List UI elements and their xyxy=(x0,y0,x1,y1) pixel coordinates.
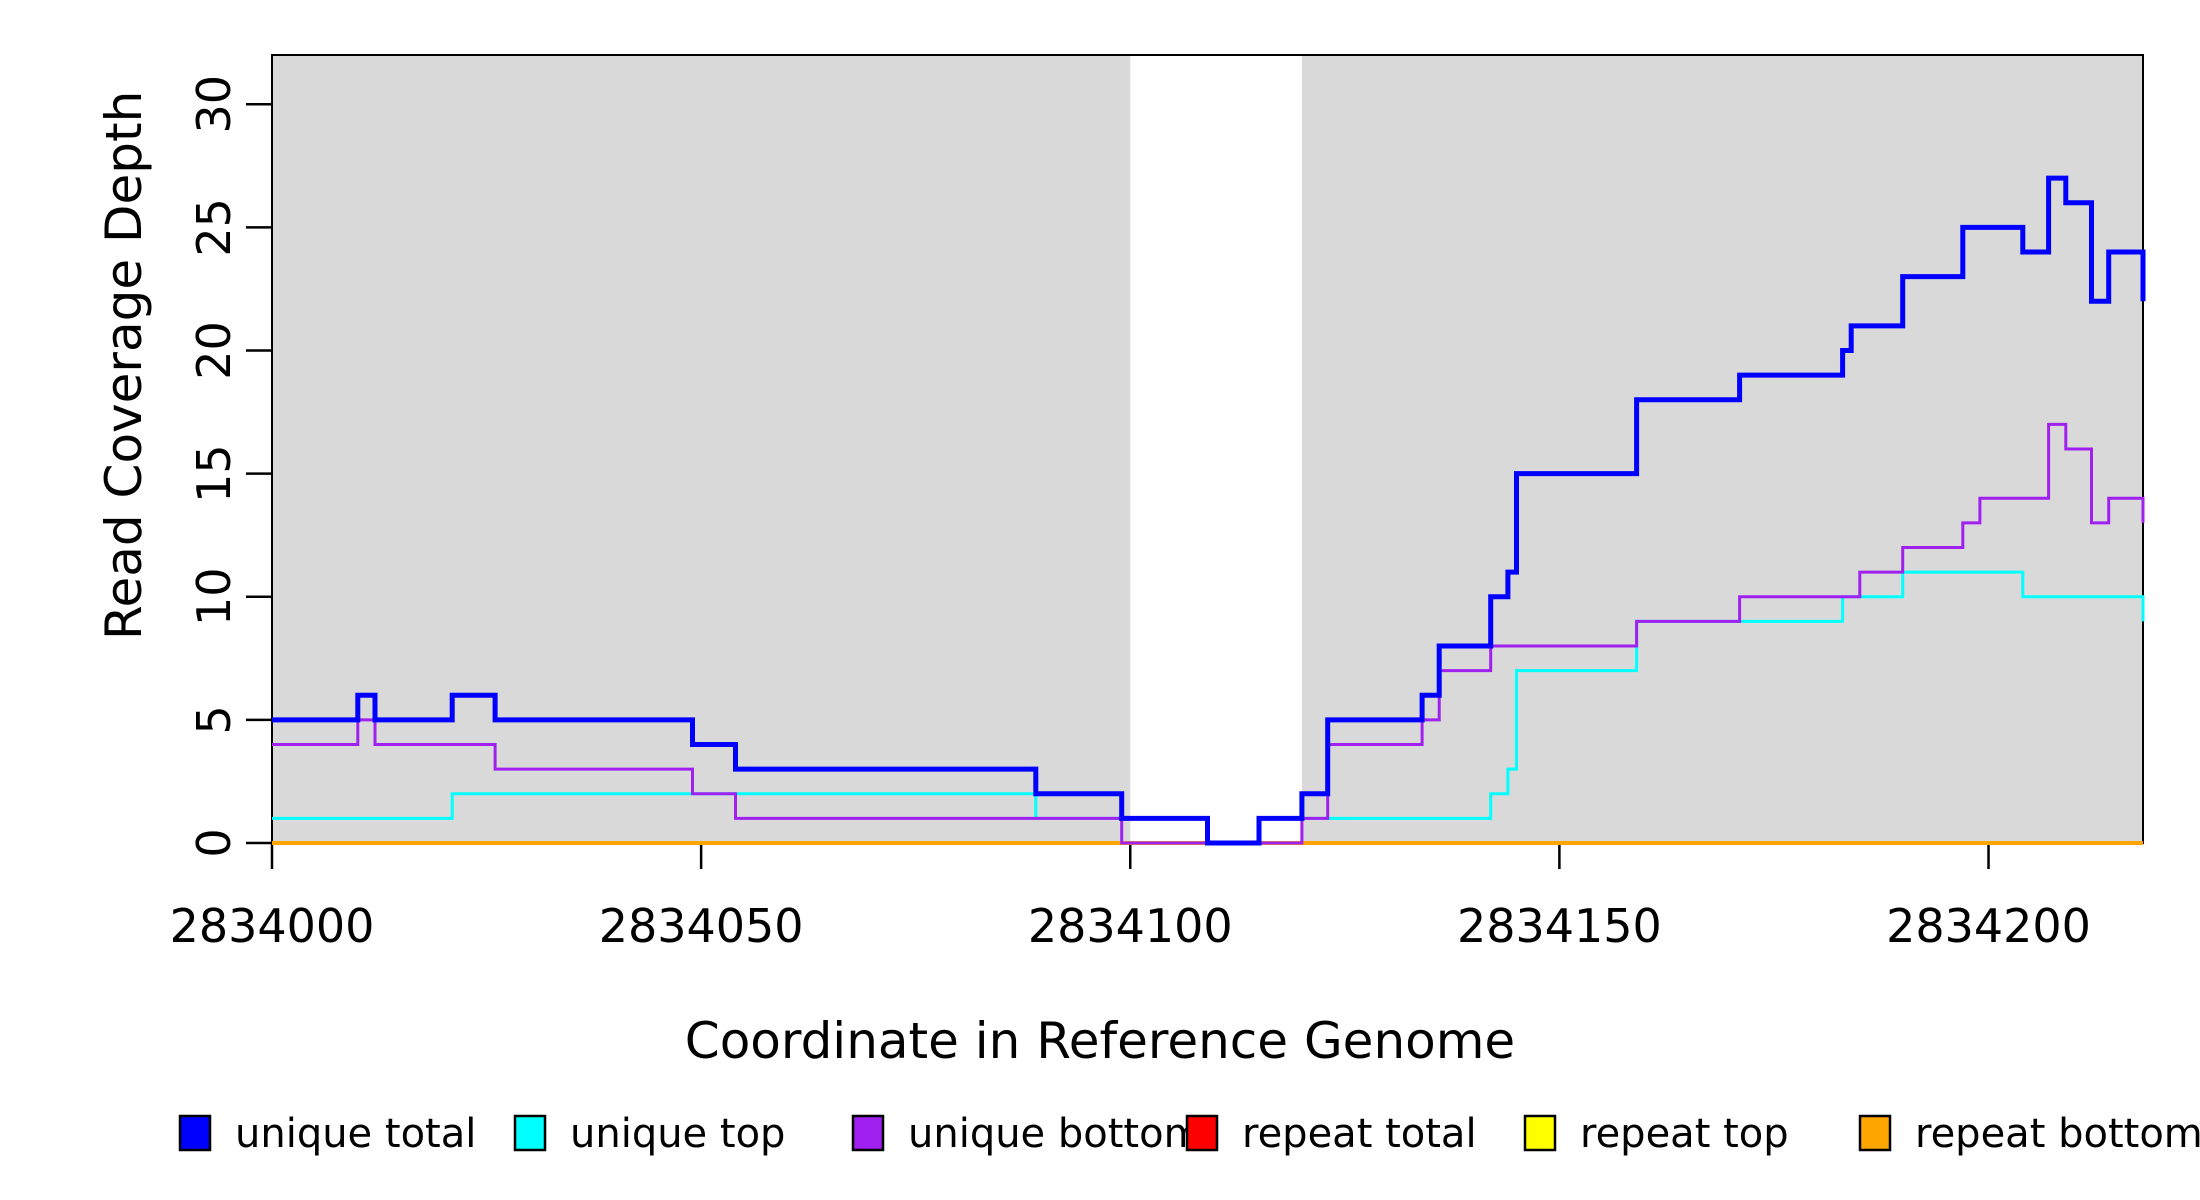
shaded-region xyxy=(1301,55,2143,843)
legend-swatch-unique-total xyxy=(178,1114,212,1152)
legend-swatch-unique-top xyxy=(513,1114,547,1152)
legend-label: repeat total xyxy=(1242,1111,1477,1157)
legend-label: repeat top xyxy=(1580,1111,1789,1157)
shaded-region xyxy=(272,55,1131,843)
y-tick-label: 0 xyxy=(187,828,241,857)
legend: unique total unique top unique bottom repea… xyxy=(178,1111,2200,1157)
x-axis-title: Coordinate in Reference Genome xyxy=(684,1012,1516,1070)
y-tick-label: 5 xyxy=(187,705,241,734)
y-axis-title: Read Coverage Depth xyxy=(95,90,153,640)
y-tick-label: 10 xyxy=(187,567,241,626)
data-series xyxy=(272,175,2146,846)
legend-swatch-repeat-top xyxy=(1523,1114,1557,1152)
x-tick-label: 2834200 xyxy=(1886,899,2091,953)
y-tick-label: 25 xyxy=(187,198,241,257)
axis-tick-labels: 2834000 2834050 2834100 2834150 2834200 0 5 10 1… xyxy=(170,75,2091,953)
x-tick-label: 2834000 xyxy=(170,899,375,953)
legend-swatch-unique-bottom xyxy=(851,1114,885,1152)
legend-swatch-repeat-bottom xyxy=(1858,1114,1892,1152)
series-unique-total xyxy=(272,175,2146,846)
legend-swatch-repeat-total xyxy=(1185,1114,1219,1152)
legend-label: unique top xyxy=(570,1111,785,1157)
legend-label: unique bottom xyxy=(908,1111,1203,1157)
y-tick-label: 15 xyxy=(187,444,241,503)
x-tick-label: 2834050 xyxy=(599,899,804,953)
x-tick-label: 2834150 xyxy=(1457,899,1662,953)
y-tick-label: 20 xyxy=(187,321,241,380)
x-tick-label: 2834100 xyxy=(1028,899,1233,953)
axis-ticks xyxy=(246,103,1990,869)
y-tick-label: 30 xyxy=(187,75,241,134)
legend-label: unique total xyxy=(235,1111,476,1157)
legend-label: repeat bottom xyxy=(1915,1111,2200,1157)
shaded-regions xyxy=(272,55,2143,843)
